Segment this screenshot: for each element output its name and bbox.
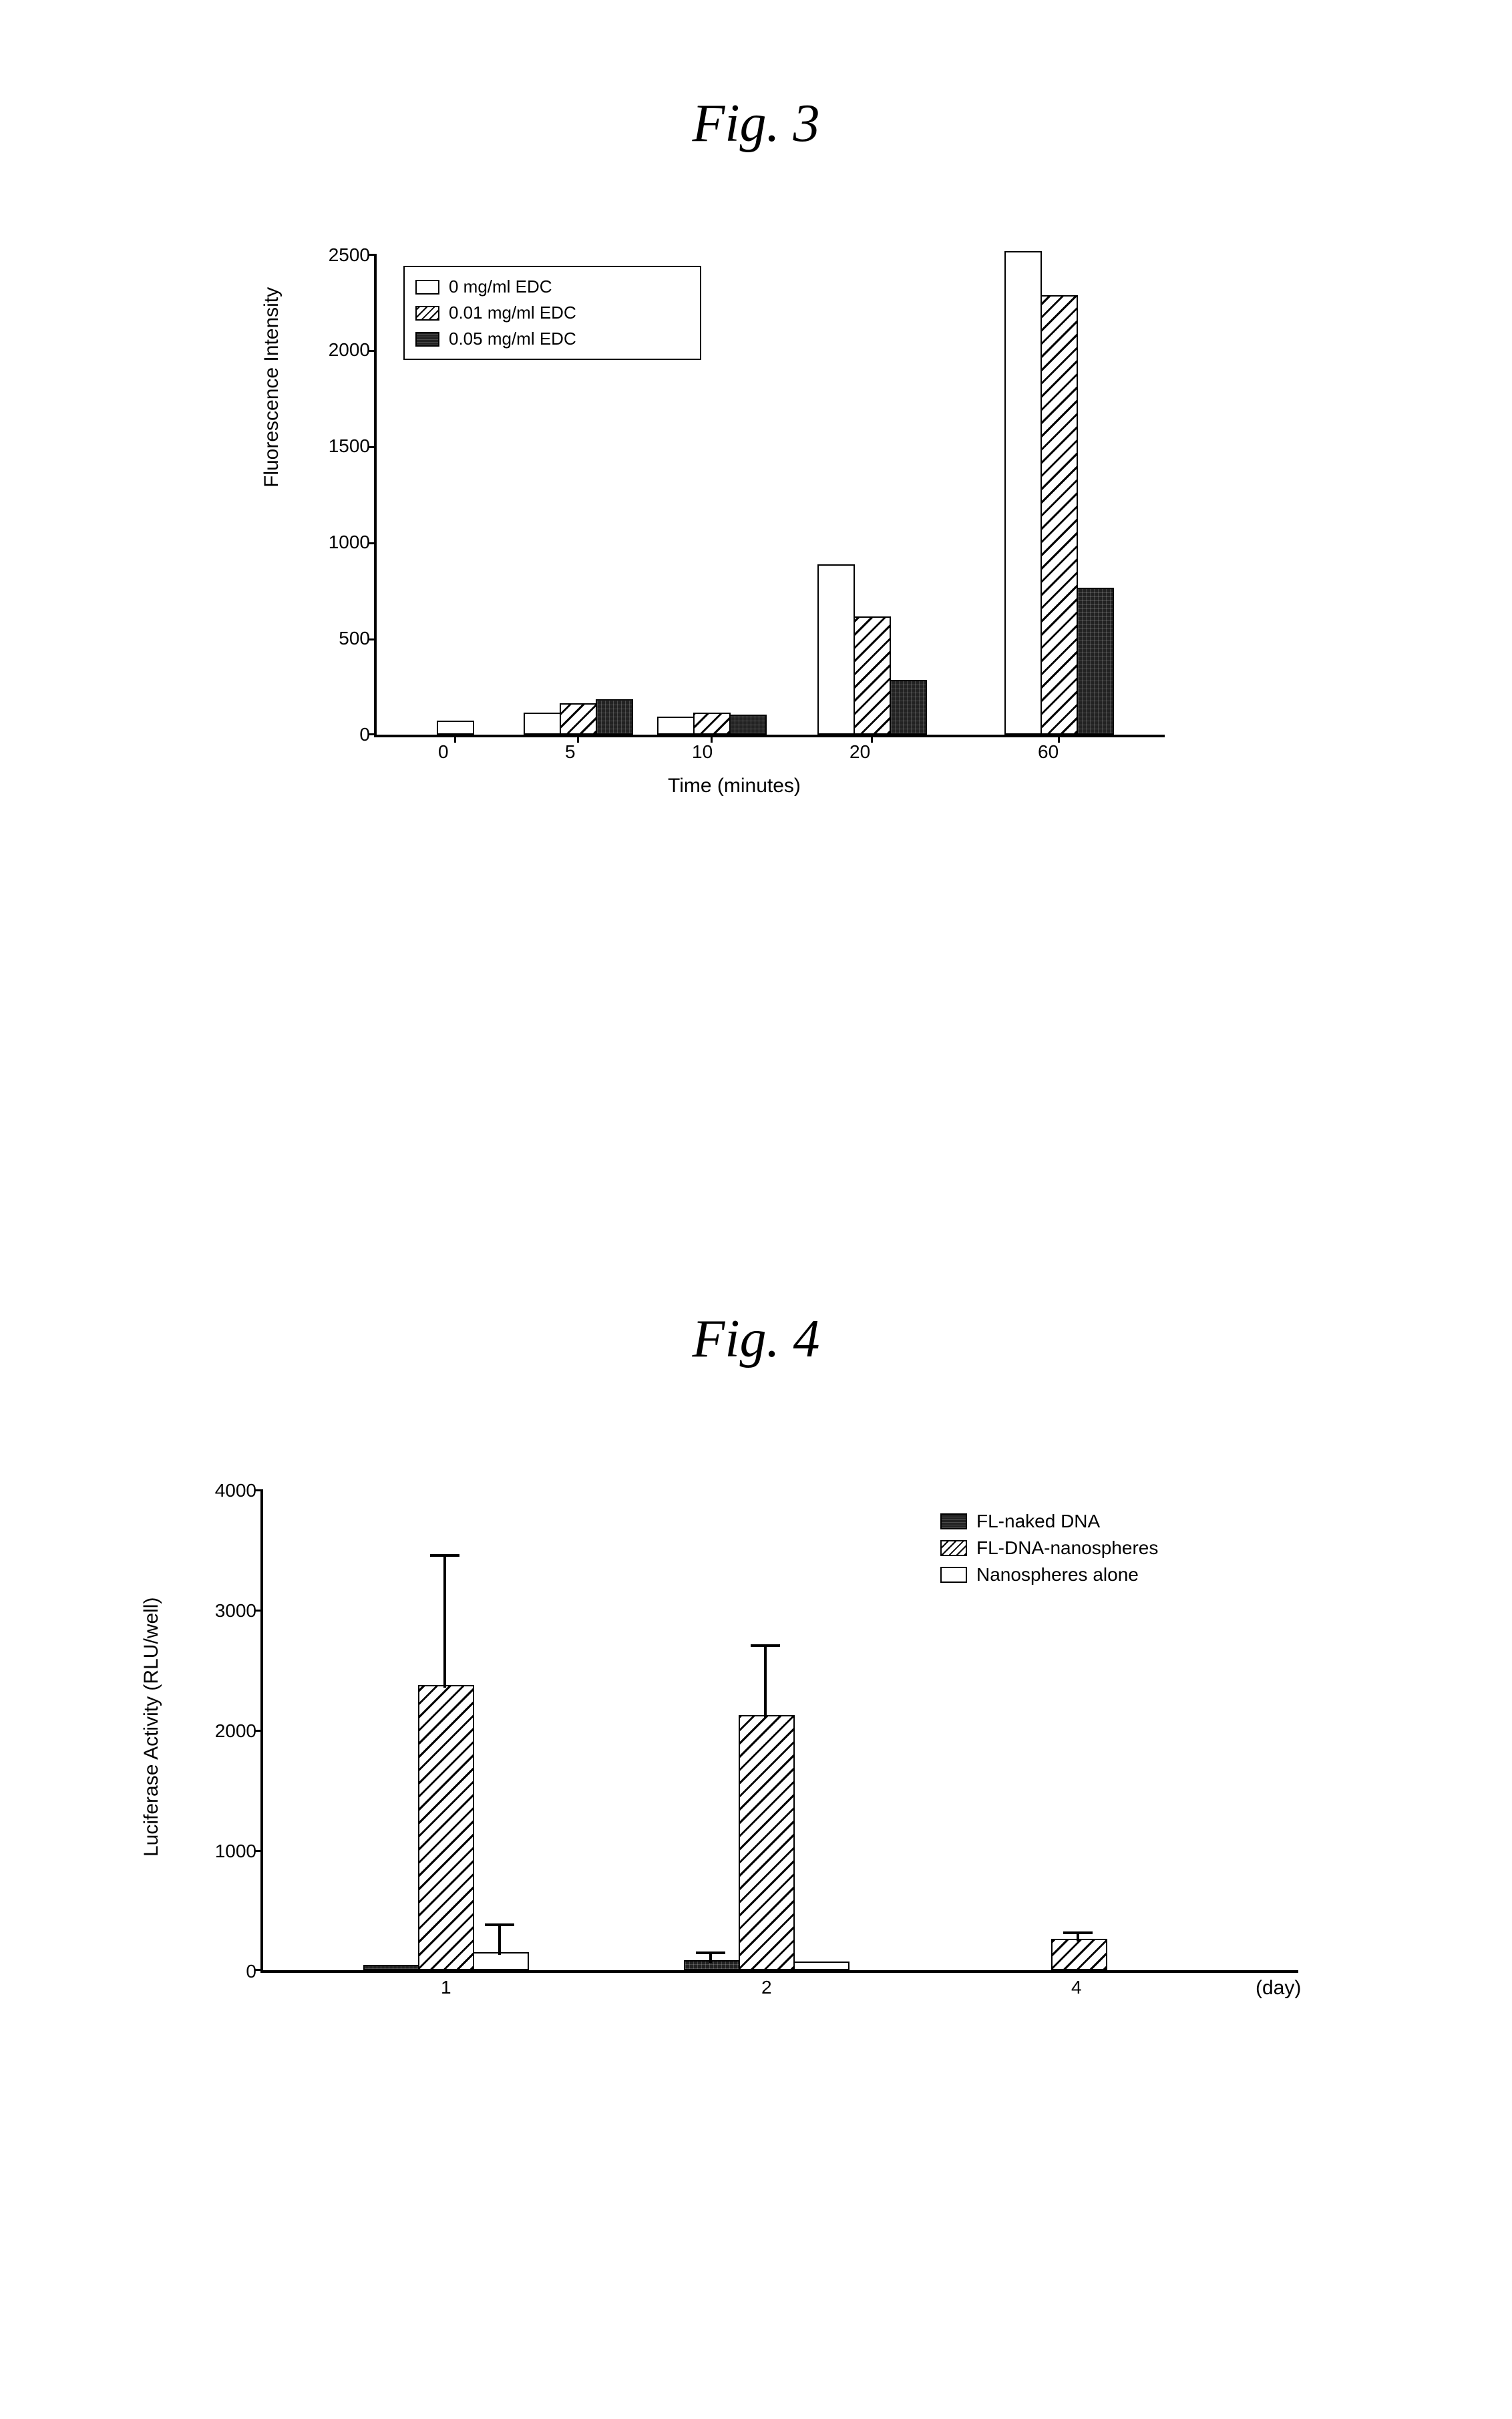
fig3-ytick-2000: 2000 xyxy=(303,339,370,361)
fig4-ytick-4000: 4000 xyxy=(190,1480,256,1501)
fig4-chart: Luciferase Activity (RLU/well) 4000 3000… xyxy=(187,1483,1376,2097)
fig4-xtick: 2 xyxy=(761,1977,772,1998)
fig3-bar xyxy=(693,713,731,735)
fig4-xlabel: (day) xyxy=(1256,1977,1301,2000)
fig3-bar xyxy=(817,564,855,735)
fig3-ytick-0: 0 xyxy=(303,724,370,745)
fig3-chart: Fluorescence Intensity 2500 2000 1500 10… xyxy=(321,247,1189,821)
fig3-bar xyxy=(1004,251,1042,735)
fig4-title: Fig. 4 xyxy=(0,1309,1512,1370)
fig4-xtick: 1 xyxy=(441,1977,451,1998)
fig3-ylabel: Fluorescence Intensity xyxy=(260,287,283,488)
legend-swatch-dark xyxy=(940,1513,967,1529)
fig4-ytick-2000: 2000 xyxy=(190,1720,256,1742)
fig4-ytick-1000: 1000 xyxy=(190,1841,256,1862)
fig4-ylabel: Luciferase Activity (RLU/well) xyxy=(140,1598,163,1857)
legend-label: Nanospheres alone xyxy=(976,1564,1139,1586)
fig4-bar xyxy=(1051,1939,1107,1970)
fig3-xtick: 5 xyxy=(565,741,576,763)
fig3-ytick-1500: 1500 xyxy=(303,435,370,457)
fig3-ytick-500: 500 xyxy=(303,628,370,649)
fig3-bar xyxy=(657,717,695,735)
fig4-legend: FL-naked DNA FL-DNA-nanospheres Nanosphe… xyxy=(930,1501,1285,1595)
legend-row: Nanospheres alone xyxy=(940,1564,1274,1586)
legend-row: 0.01 mg/ml EDC xyxy=(415,303,689,323)
fig3-title: Fig. 3 xyxy=(0,94,1512,154)
legend-label: FL-DNA-nanospheres xyxy=(976,1537,1158,1559)
legend-row: 0 mg/ml EDC xyxy=(415,276,689,297)
legend-row: FL-DNA-nanospheres xyxy=(940,1537,1274,1559)
fig4-bar xyxy=(363,1965,419,1970)
legend-swatch-hatch xyxy=(415,306,439,321)
fig3-bar xyxy=(1077,588,1114,735)
fig4-plot: 4000 3000 2000 1000 0 FL-naked DNA FL-DN… xyxy=(260,1489,1298,1973)
legend-row: FL-naked DNA xyxy=(940,1511,1274,1532)
legend-label: 0.05 mg/ml EDC xyxy=(449,329,576,349)
fig3-xtick: 20 xyxy=(849,741,870,763)
fig3-xlabel: Time (minutes) xyxy=(668,775,801,797)
fig4-bar xyxy=(473,1952,529,1970)
fig4-bar xyxy=(793,1962,849,1970)
fig3-plot: 2500 2000 1500 1000 500 0 0 mg/ml EDC 0 xyxy=(374,254,1165,737)
legend-label: 0.01 mg/ml EDC xyxy=(449,303,576,323)
fig4-bar xyxy=(418,1685,474,1970)
legend-swatch-hatch xyxy=(940,1540,967,1556)
fig3-bar xyxy=(596,699,633,735)
page: Fig. 3 Fluorescence Intensity 2500 2000 … xyxy=(0,0,1512,2419)
fig3-ytick-2500: 2500 xyxy=(303,244,370,266)
fig3-bar xyxy=(560,703,597,735)
fig3-bar xyxy=(1041,295,1078,735)
legend-label: 0 mg/ml EDC xyxy=(449,276,552,297)
fig3-xtick: 10 xyxy=(692,741,713,763)
legend-row: 0.05 mg/ml EDC xyxy=(415,329,689,349)
fig3-bar xyxy=(437,721,474,735)
fig3-xtick: 60 xyxy=(1038,741,1059,763)
fig4-ytick-0: 0 xyxy=(190,1961,256,1982)
fig3-legend: 0 mg/ml EDC 0.01 mg/ml EDC 0.05 mg/ml ED… xyxy=(403,266,701,360)
legend-swatch-plain xyxy=(940,1567,967,1583)
fig3-ytick-1000: 1000 xyxy=(303,532,370,553)
fig4-ytick-3000: 3000 xyxy=(190,1600,256,1622)
fig4-bar xyxy=(739,1715,795,1970)
legend-swatch-dark xyxy=(415,332,439,347)
fig3-bar xyxy=(729,715,767,735)
fig4-xtick: 4 xyxy=(1071,1977,1082,1998)
fig4-bar xyxy=(684,1960,740,1970)
fig3-bar xyxy=(890,680,927,735)
legend-label: FL-naked DNA xyxy=(976,1511,1100,1532)
fig3-xtick: 0 xyxy=(438,741,449,763)
legend-swatch-plain xyxy=(415,280,439,295)
fig3-bar xyxy=(524,713,561,735)
fig3-bar xyxy=(854,616,891,735)
